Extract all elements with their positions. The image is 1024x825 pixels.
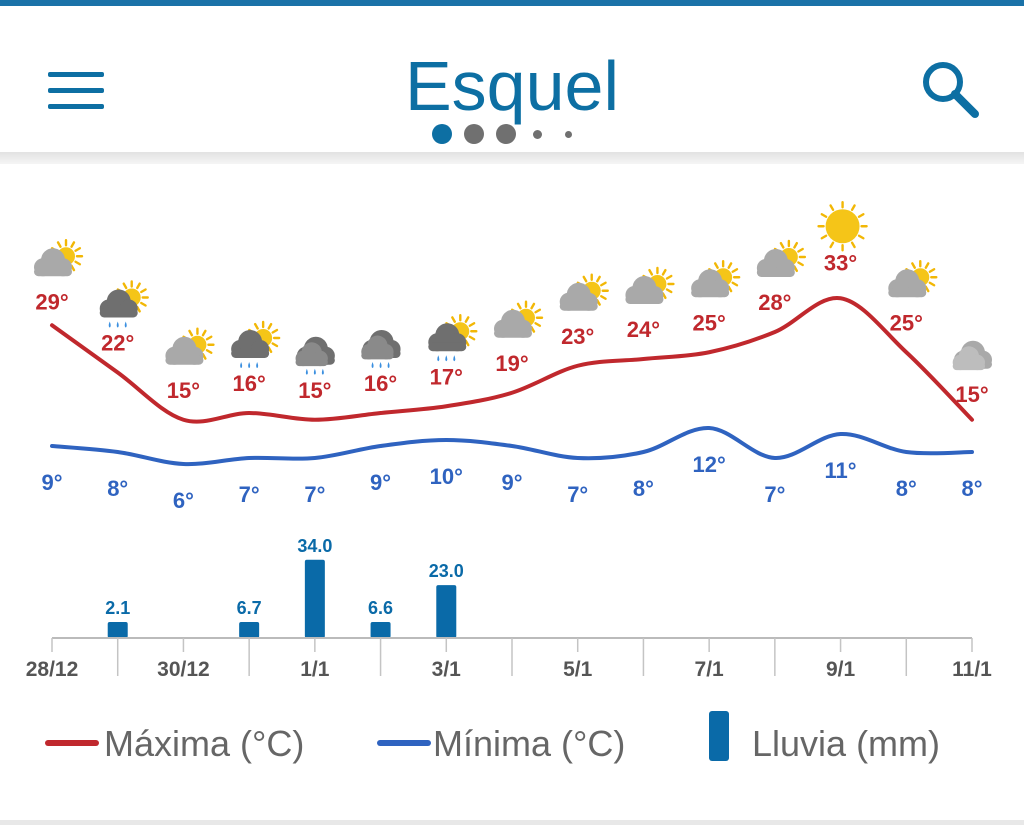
header-shadow <box>0 152 1024 164</box>
x-tick-label: 5/1 <box>563 658 593 681</box>
partly-cloudy-icon <box>691 260 741 298</box>
rain-bar <box>304 559 325 638</box>
search-icon <box>923 62 979 118</box>
max-temp-label: 29° <box>35 289 68 314</box>
partly-cloudy-icon <box>165 327 215 365</box>
page-indicator[interactable] <box>432 122 582 148</box>
cloud-sun-rain-icon <box>99 280 149 328</box>
max-temp-label: 16° <box>364 371 397 396</box>
forecast-chart-svg: 29° 22° 15° 16° 15° 16° 17° 19° 23° 24° 25° 28° 33° 2… <box>26 201 992 764</box>
rain-value-label: 2.1 <box>105 598 130 618</box>
app-header: Esquel <box>0 6 1024 152</box>
min-temp-label: 11° <box>825 458 857 483</box>
page-dot-active[interactable] <box>432 124 452 144</box>
cloudy-icon <box>952 340 992 371</box>
max-temp-label: 15° <box>167 378 200 403</box>
max-temp-label: 22° <box>101 331 134 356</box>
x-tick-label: 30/12 <box>157 658 210 681</box>
min-temp-label: 9° <box>370 470 391 495</box>
page-title: Esquel <box>404 47 620 125</box>
rain-bar <box>239 622 260 638</box>
min-temp-label: 8° <box>896 476 917 501</box>
x-tick-label: 1/1 <box>300 658 330 681</box>
page-dot[interactable] <box>565 131 572 138</box>
max-temp-label: 25° <box>693 310 726 335</box>
min-temp-label: 7° <box>764 482 785 507</box>
max-temp-line <box>50 296 974 424</box>
max-temp-label: 25° <box>890 310 923 335</box>
cloud-rain-icon <box>295 336 335 375</box>
menu-icon-line <box>48 104 104 109</box>
min-temp-label: 7° <box>567 482 588 507</box>
page-dot[interactable] <box>496 124 516 144</box>
cloud-sun-rain-icon <box>428 314 478 362</box>
legend-rain-swatch <box>709 711 729 761</box>
min-temp-label: 10° <box>430 464 463 489</box>
partly-cloudy-icon <box>888 260 938 298</box>
menu-icon-line <box>48 72 104 77</box>
max-temp-label: 23° <box>561 324 594 349</box>
min-temp-line <box>50 425 974 467</box>
rain-value-label: 23.0 <box>429 561 464 581</box>
max-temp-label: 19° <box>495 351 528 376</box>
min-temp-label: 7° <box>304 482 325 507</box>
rain-bar <box>436 585 457 638</box>
max-temp-label: 16° <box>233 371 266 396</box>
menu-button[interactable] <box>44 64 108 114</box>
legend-min-label: Mínima (°C) <box>433 723 625 764</box>
legend-rain-label: Lluvia (mm) <box>752 723 940 764</box>
sunny-icon <box>817 201 868 252</box>
cloud-sun-rain-icon <box>231 320 281 368</box>
min-temp-label: 8° <box>961 476 982 501</box>
max-temp-label: 15° <box>298 378 331 403</box>
search-button[interactable] <box>915 56 987 120</box>
max-temp-label: 24° <box>627 317 660 342</box>
x-tick-label: 9/1 <box>826 658 856 681</box>
x-tick-label: 3/1 <box>432 658 462 681</box>
max-temp-label: 17° <box>430 364 463 389</box>
x-tick-label: 28/12 <box>26 658 79 681</box>
forecast-chart: 29° 22° 15° 16° 15° 16° 17° 19° 23° 24° 25° 28° 33° 2… <box>0 165 1024 825</box>
min-temp-label: 7° <box>239 482 260 507</box>
max-temp-label: 15° <box>955 382 988 407</box>
partly-cloudy-icon <box>625 266 675 304</box>
min-temp-label: 9° <box>41 470 62 495</box>
partly-cloudy-icon <box>34 239 84 277</box>
x-tick-label: 7/1 <box>695 658 725 681</box>
max-temp-label: 28° <box>758 290 791 315</box>
min-temp-label: 9° <box>501 470 522 495</box>
bottom-divider <box>0 820 1024 825</box>
min-temp-label: 12° <box>693 452 726 477</box>
min-temp-label: 8° <box>107 476 128 501</box>
rain-value-label: 34.0 <box>297 536 332 556</box>
legend-max-label: Máxima (°C) <box>104 723 304 764</box>
top-accent-bar <box>0 0 1024 6</box>
min-temp-label: 6° <box>173 488 194 513</box>
min-temp-label: 8° <box>633 476 654 501</box>
rain-bar <box>107 622 128 638</box>
max-temp-label: 33° <box>824 250 857 275</box>
rain-bar <box>370 622 391 638</box>
page-dot[interactable] <box>533 130 542 139</box>
partly-cloudy-icon <box>494 300 544 338</box>
menu-icon-line <box>48 88 104 93</box>
x-tick-label: 11/1 <box>952 658 992 681</box>
rain-value-label: 6.6 <box>368 598 393 618</box>
page-dot[interactable] <box>464 124 484 144</box>
partly-cloudy-icon <box>756 239 807 277</box>
cloud-rain-icon <box>361 330 401 368</box>
partly-cloudy-icon <box>559 273 609 311</box>
rain-value-label: 6.7 <box>237 598 262 618</box>
